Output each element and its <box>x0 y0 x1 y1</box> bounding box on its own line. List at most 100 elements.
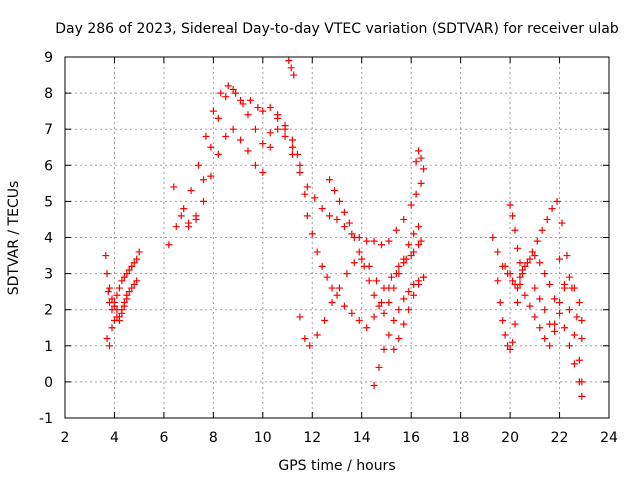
data-point <box>333 215 341 223</box>
data-point <box>546 280 554 288</box>
data-point <box>405 241 413 249</box>
data-point <box>556 309 564 317</box>
data-point <box>313 331 321 339</box>
data-point <box>531 252 539 260</box>
data-point <box>407 201 415 209</box>
x-axis-label: GPS time / hours <box>278 458 395 474</box>
data-point <box>180 205 188 213</box>
data-point <box>541 335 549 343</box>
data-point <box>556 255 564 263</box>
data-point <box>575 356 583 364</box>
data-point <box>108 324 116 332</box>
data-point <box>214 150 222 158</box>
series-track-11 <box>390 273 428 353</box>
data-point <box>509 212 517 220</box>
data-point <box>323 273 331 281</box>
data-point <box>104 288 112 296</box>
data-point <box>516 273 524 281</box>
data-point <box>531 284 539 292</box>
data-point <box>373 277 381 285</box>
data-point <box>489 234 497 241</box>
series-track-5 <box>170 85 301 231</box>
data-point <box>565 342 573 350</box>
data-point <box>110 298 118 306</box>
data-point <box>506 270 514 278</box>
data-point <box>348 309 356 317</box>
data-point <box>496 298 504 306</box>
data-point <box>415 223 423 231</box>
data-point <box>251 125 259 133</box>
data-point <box>340 208 348 216</box>
data-point <box>556 298 564 306</box>
data-point <box>348 230 356 238</box>
data-point <box>251 161 259 169</box>
data-point <box>328 298 336 306</box>
data-point <box>570 360 578 368</box>
data-point <box>244 147 252 155</box>
data-point <box>296 161 304 169</box>
chart-title: Day 286 of 2023, Sidereal Day-to-day VTE… <box>55 21 619 37</box>
data-point <box>199 197 207 205</box>
data-point <box>558 219 566 227</box>
data-point <box>385 298 393 306</box>
x-tick-label: 8 <box>209 430 218 446</box>
data-point <box>125 266 133 274</box>
data-point <box>578 392 586 400</box>
y-axis-label: SDTVAR / TECUs <box>6 181 22 296</box>
data-point <box>405 306 413 314</box>
data-point <box>415 147 423 155</box>
data-point <box>412 190 420 198</box>
data-point <box>541 270 549 278</box>
data-point <box>526 255 534 263</box>
data-point <box>288 150 296 158</box>
y-tick-label: 1 <box>44 339 53 355</box>
data-point <box>528 248 536 256</box>
data-point <box>187 187 195 195</box>
data-point <box>222 132 230 140</box>
data-point <box>199 176 207 184</box>
data-point <box>321 317 329 325</box>
data-point <box>415 241 423 249</box>
data-point <box>301 335 309 343</box>
data-point <box>259 140 267 148</box>
data-point <box>120 273 128 281</box>
data-point <box>363 237 371 245</box>
data-point <box>331 187 339 195</box>
data-point <box>246 96 254 104</box>
data-point <box>370 382 378 390</box>
y-tick-label: 8 <box>44 86 53 102</box>
data-point <box>415 280 423 288</box>
data-point <box>541 306 549 314</box>
data-point <box>195 161 203 169</box>
data-point <box>400 320 408 328</box>
data-point <box>266 143 274 151</box>
data-point <box>521 291 529 299</box>
data-point <box>417 179 425 187</box>
data-point <box>578 335 586 343</box>
x-tick-label: 4 <box>110 430 119 446</box>
data-point <box>177 212 185 220</box>
data-point <box>563 252 571 260</box>
data-point <box>285 57 293 65</box>
data-point <box>358 255 366 263</box>
data-point <box>115 284 123 292</box>
data-point <box>222 93 230 101</box>
data-point <box>516 259 524 267</box>
data-point <box>375 363 383 371</box>
data-point <box>254 104 262 112</box>
data-point <box>128 262 136 270</box>
x-tick-label: 6 <box>159 430 168 446</box>
data-point <box>405 288 413 296</box>
x-tick-label: 24 <box>600 430 618 446</box>
data-point <box>340 223 348 231</box>
series-track-4 <box>165 82 423 332</box>
data-point <box>287 64 295 72</box>
data-point <box>266 129 274 137</box>
data-point <box>106 284 114 292</box>
data-point <box>313 248 321 256</box>
data-point <box>392 226 400 234</box>
data-point <box>395 270 403 278</box>
data-point <box>509 338 517 346</box>
data-point <box>229 85 237 93</box>
